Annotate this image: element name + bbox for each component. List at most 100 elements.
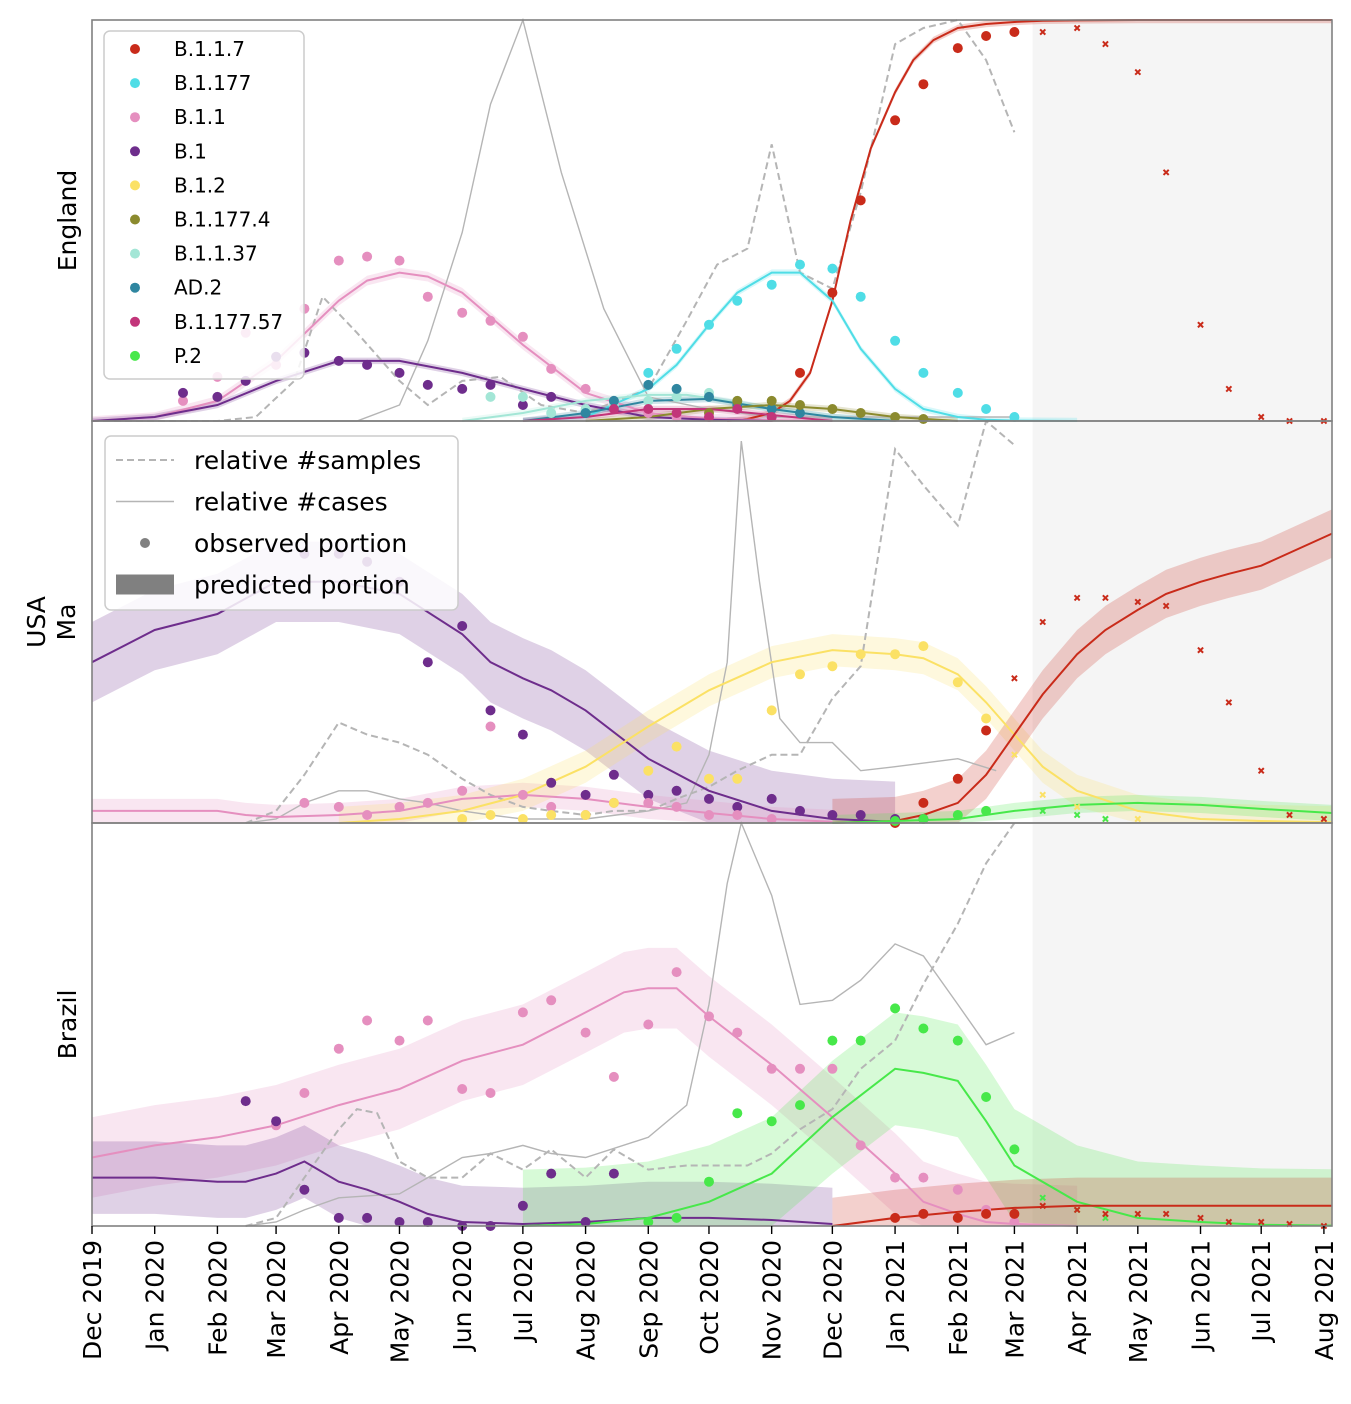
panel-england-b-1-point (546, 391, 557, 402)
panel-england-b-1-1-point (362, 251, 373, 262)
panel-brazil-b-1-1-7-future-point (1073, 1206, 1081, 1214)
x-tick-label: Sep 2020 (634, 1240, 663, 1359)
x-tick-label: Dec 2019 (78, 1240, 107, 1360)
panel-usa-ma-b-1-1-7-future-point (1225, 699, 1233, 706)
panel-england-b-1-1-point (546, 363, 557, 374)
panel-usa-ma-b-1-1-point (766, 814, 777, 824)
panel-brazil-b-1-1-point (732, 1027, 743, 1038)
panel-usa-ma-b-1-2-point (643, 765, 654, 776)
x-tick-label: Dec 2020 (818, 1240, 847, 1360)
panel-england-b-1-177-point (827, 263, 838, 274)
panel-label-layer: England USAMa Brazil (22, 170, 82, 1060)
panel-england-b-1-1-point (394, 255, 405, 266)
legend-marker-b-1-1-37 (130, 248, 140, 259)
x-tick-label: Aug 2021 (1310, 1240, 1339, 1360)
panel-england-b-1-1-7-point (952, 43, 963, 54)
panel-brazil-b-1-1-point (643, 1019, 654, 1030)
panel-brazil-b-1-1-7-future-point (1102, 1210, 1109, 1218)
panel-england-b-1-1-point (485, 315, 496, 326)
panel-brazil-b-1-1-7-point (918, 1208, 929, 1219)
panel-usa-ma-b-1-1-7-future-point (1102, 594, 1109, 602)
panel-usa-ma-b-1-2-point (890, 649, 901, 660)
panel-usa-ma-b-1-point (855, 810, 866, 820)
panel-england-b-1-1-7-point (795, 367, 805, 378)
panel-brazil-b-1-1-band (92, 947, 1078, 1226)
panel-england-b-1-1-37-point (643, 395, 654, 406)
panel-england-b-1-point (485, 379, 496, 390)
panel-usa-ma-b-1-2-future-point (1073, 803, 1081, 811)
legend-label-b-1-177-57: B.1.177.57 (174, 310, 283, 334)
panel-brazil-relative-cases-line (245, 820, 1015, 1227)
panel-england-b-1-1-37-point (546, 408, 557, 418)
panel-england-b-1-1-7-point (1009, 27, 1020, 37)
panel-usa-ma-b-1-2-point (952, 677, 963, 688)
panel-england-b-1-177-point (1009, 412, 1020, 422)
panel-brazil-b-1-1-7-point (890, 1212, 901, 1223)
panel-brazil-p-2-point (643, 1217, 654, 1227)
panel-england-b-1-1-37-point (485, 391, 496, 402)
panel-usa-ma-b-1-2-point (485, 810, 496, 820)
panel-usa-ma-b-1-point (732, 801, 743, 812)
panel-england-b-1-1-7-point (981, 31, 992, 41)
panel-england-b-1-177-4-point (918, 414, 929, 424)
panel-england-b-1-point (394, 367, 405, 378)
panel-usa-ma-b-1-point (643, 789, 654, 800)
panel-england-b-1-177-point (795, 259, 805, 270)
legend-label-b-1: B.1 (174, 139, 207, 163)
panel-brazil-b-1-fit-line (92, 1160, 833, 1226)
panel-brazil-b-1-1-point (485, 1088, 496, 1098)
panel-brazil-b-1-1-point (299, 1088, 310, 1098)
x-tick-label: Oct 2020 (695, 1240, 724, 1355)
panel-usa-ma-b-1-point (546, 777, 557, 788)
panel-england-b-1-1-7-point (890, 115, 901, 126)
panel-frame-layer (91, 19, 1333, 1227)
variant-legend-box (103, 30, 305, 380)
panel-england-b-1-point (178, 387, 188, 398)
panel-brazil-b-1-1-7-future-point (1225, 1218, 1233, 1226)
panel-england-b-1-1-point (580, 383, 591, 394)
panel-england-b-1-1-37-point (517, 391, 528, 402)
panel-england-b-1-1-7-point (855, 195, 866, 206)
panel-england-label-line: England (53, 170, 82, 272)
panel-brazil-b-1-1-7-point (1009, 1208, 1020, 1219)
variant-legend: B.1.1.7 B.1.177 B.1.1 B.1 B.1.2 B.1.177.4 B.1.… (103, 30, 305, 380)
panel-england-b-1-177-point (981, 404, 992, 414)
panel-brazil-b-1-1-7-future-point (1134, 1210, 1142, 1218)
panel-brazil-p-2-point (827, 1035, 838, 1046)
panel-england-b-1-1-7-point (827, 287, 838, 298)
panel-england-b-1-1-point (517, 331, 528, 342)
panel-brazil-relative-samples-line (245, 822, 1016, 1227)
panel-brazil-p-2-point (766, 1116, 777, 1127)
style-legend-box (104, 435, 459, 611)
panel-usa-ma-p-2-point (918, 814, 929, 824)
panel-england-ad-2-point (766, 404, 777, 414)
panel-usa-ma-b-1-point (608, 769, 619, 780)
panel-brazil-p-2-point (704, 1176, 714, 1187)
panel-england-b-1-1-point (457, 307, 468, 318)
panel-usa-ma-b-1-1-point (732, 810, 743, 820)
panel-brazil-b-1-band (92, 1125, 833, 1226)
x-tick-label: Jul 2021 (1247, 1240, 1276, 1344)
panel-brazil-b-1-1-point (546, 995, 557, 1006)
panel-england-b-1-point (422, 379, 433, 390)
panel-england-b-1-point (212, 391, 223, 402)
data-point-layer (178, 24, 1328, 1231)
panel-usa-ma-b-1-1-7-point (981, 725, 992, 736)
panel-brazil-label-line: Brazil (53, 990, 82, 1060)
panel-usa-ma-b-1-2-point (457, 814, 468, 824)
panel-brazil-p-2-future-point (1039, 1194, 1047, 1202)
panel-usa-ma-b-1-1-7-fit-line (832, 532, 1333, 824)
legend-label-b-1-177-4: B.1.177.4 (174, 208, 270, 232)
panel-usa-ma-b-1-1-7-future-point (1073, 594, 1081, 602)
panel-usa-ma-b-1-2-point (704, 773, 714, 784)
legend-marker-b-1 (130, 146, 140, 157)
panel-england-b-1-1-point (333, 255, 344, 266)
panel-brazil-b-1-point (333, 1212, 344, 1223)
panel-brazil-b-1-1-point (827, 1063, 838, 1074)
panel-usa-ma-b-1-2-fit-line (338, 649, 1333, 824)
panel-england-b-1-177-point (952, 387, 963, 398)
x-tick-label: Feb 2021 (944, 1240, 973, 1356)
panel-england-b-1-177-4-point (827, 404, 838, 414)
panel-usa-ma-b-1-point (457, 621, 468, 631)
panel-england-b-1-177-4-point (890, 412, 901, 422)
